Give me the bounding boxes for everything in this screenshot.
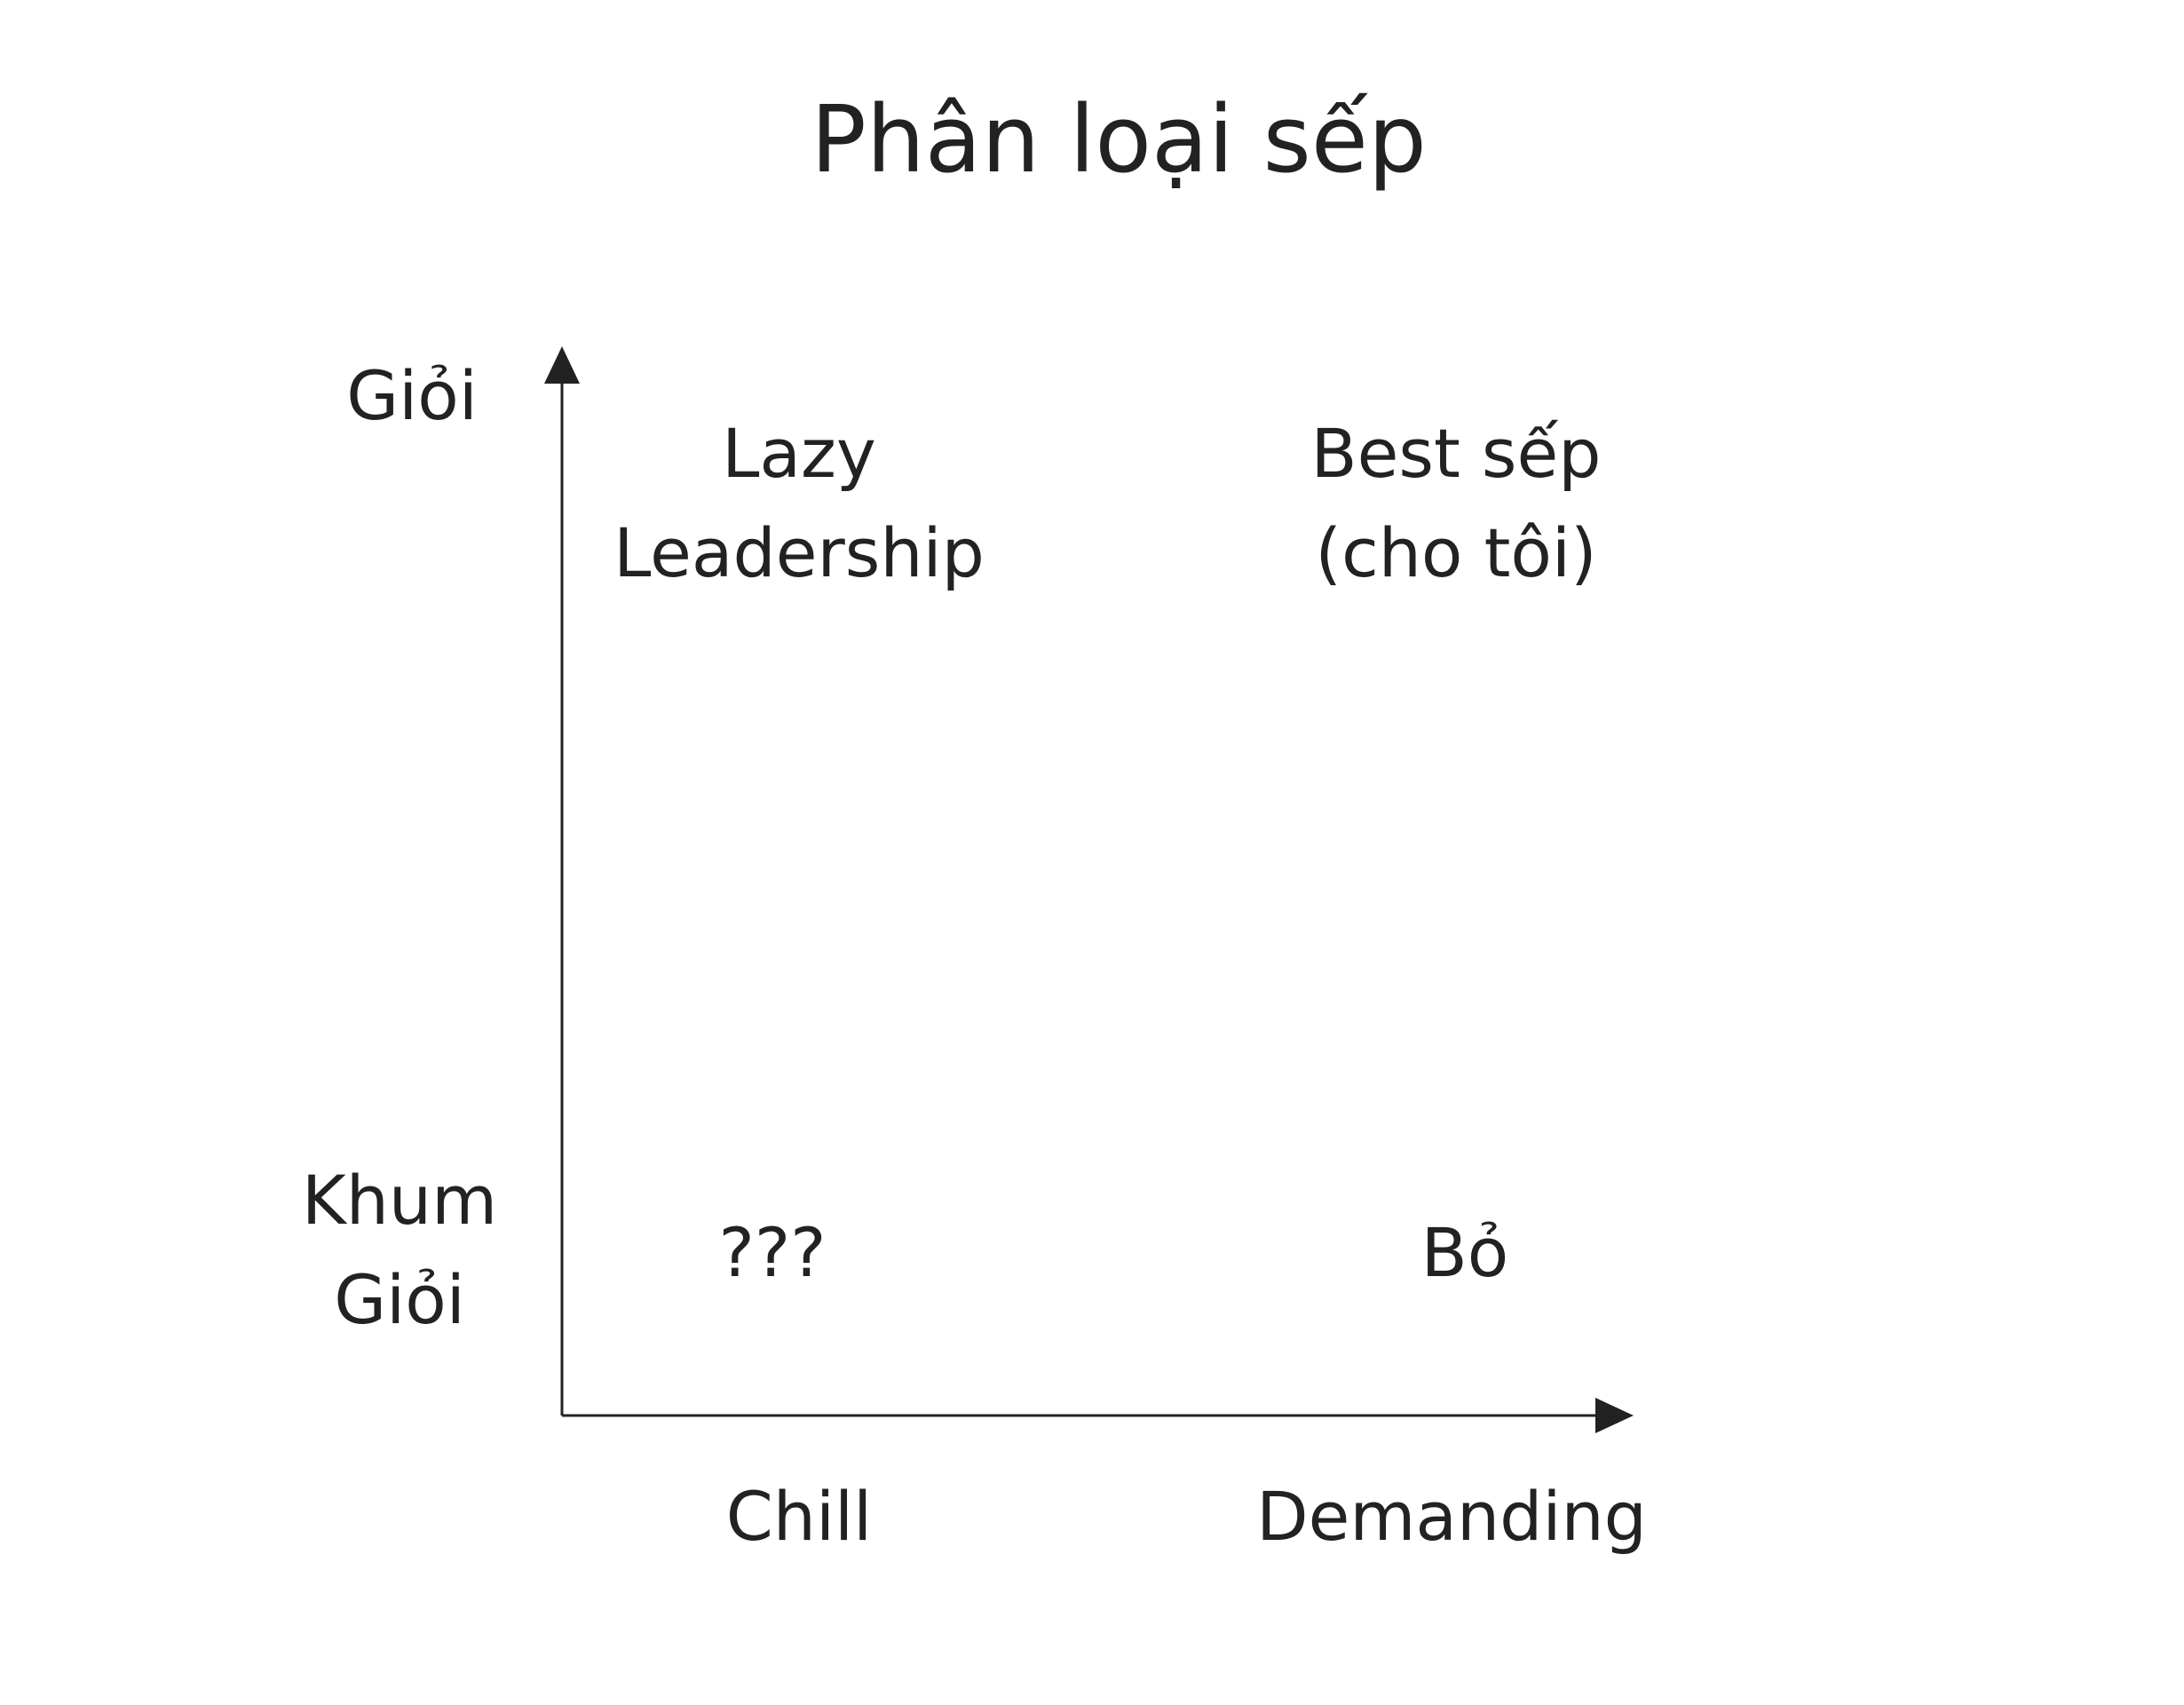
y-axis-arrowhead-icon xyxy=(544,346,580,384)
quadrant-top-right-label: Best sếp (cho tôi) xyxy=(1278,404,1634,604)
x-axis-left-label: Chill xyxy=(725,1477,873,1556)
quadrant-top-right-line-1: Best sếp xyxy=(1310,414,1602,493)
quadrant-top-left-line-1: Lazy xyxy=(722,414,876,493)
y-axis-bottom-label: Khum Giỏi xyxy=(271,1151,528,1351)
y-axis-top-label: Giỏi xyxy=(346,356,478,435)
y-axis-bottom-label-line-1: Khum xyxy=(301,1161,498,1240)
page-title: Phân loại sếp xyxy=(811,85,1427,194)
quadrant-top-left-line-2: Leadership xyxy=(613,513,985,593)
y-axis-bottom-label-line-2: Giỏi xyxy=(334,1260,465,1340)
quadrant-top-left-label: Lazy Leadership xyxy=(586,404,1012,604)
quadrant-bottom-left-label: ??? xyxy=(718,1213,827,1292)
quadrant-bottom-right-label: Bỏ xyxy=(1420,1213,1509,1292)
x-axis-arrowhead-icon xyxy=(1595,1398,1634,1433)
quadrant-top-right-line-2: (cho tôi) xyxy=(1315,513,1597,593)
x-axis-right-label: Demanding xyxy=(1256,1477,1647,1556)
